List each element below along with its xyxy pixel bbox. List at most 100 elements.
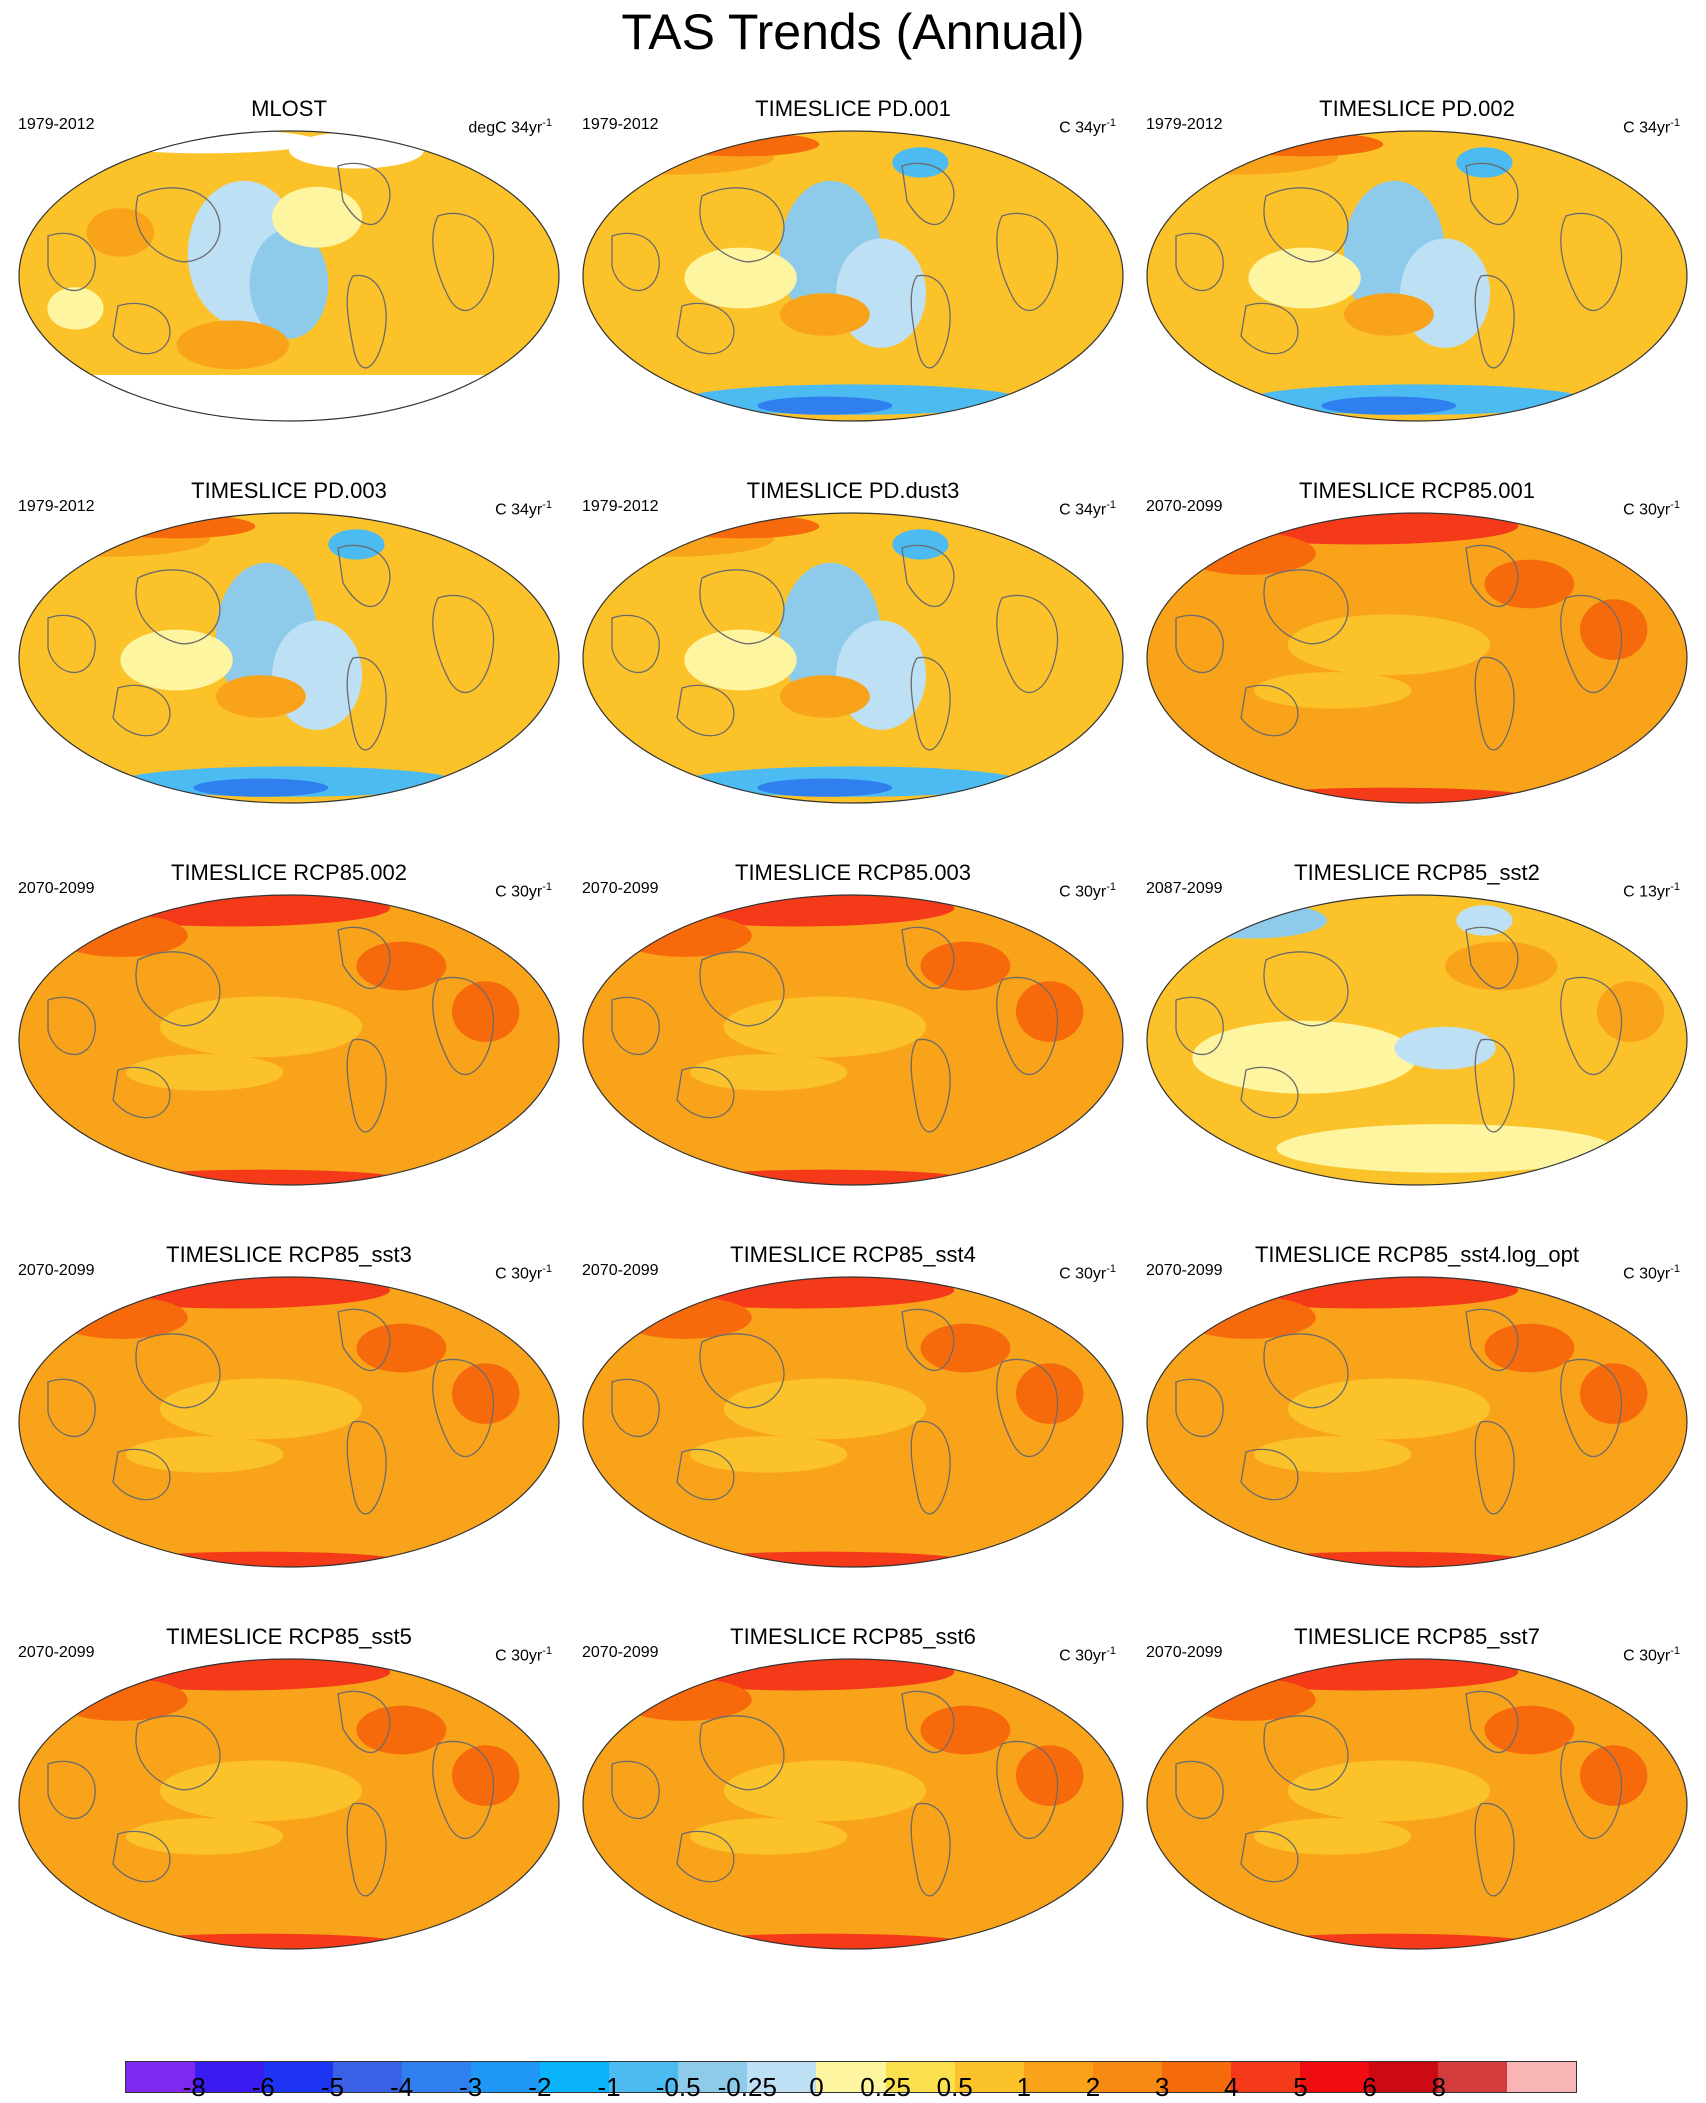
map-panel: MLOST 1979-2012 degC 34yr-1 [8, 96, 570, 436]
world-map [18, 1658, 560, 1950]
map-panel: TIMESLICE RCP85_sst4.log_opt 2070-2099 C 3… [1136, 1242, 1698, 1582]
panel-units: C 30yr-1 [495, 881, 552, 901]
map-panel: TIMESLICE RCP85_sst5 2070-2099 C 30yr-1 [8, 1624, 570, 1964]
panel-period: 2070-2099 [582, 880, 659, 897]
coastlines [1175, 544, 1623, 751]
trend-field [19, 1659, 559, 1949]
trend-field [1147, 1659, 1687, 1949]
panel-period: 2070-2099 [1146, 1262, 1223, 1279]
panel-units: degC 34yr-1 [468, 117, 552, 137]
panel-title: TIMESLICE RCP85_sst4 [730, 1242, 976, 1267]
panel-title: TIMESLICE RCP85.002 [171, 860, 407, 885]
colorbar-tick-label: -0.5 [655, 2072, 701, 2102]
panel-units: C 30yr-1 [1623, 1263, 1680, 1283]
colorbar-swatch [1506, 2062, 1576, 2092]
map-panel: TIMESLICE RCP85_sst2 2087-2099 C 13yr-1 [1136, 860, 1698, 1200]
panel-units: C 30yr-1 [1623, 499, 1680, 519]
panel-title: TIMESLICE RCP85_sst5 [166, 1624, 412, 1649]
colorbar-swatch [126, 2062, 196, 2092]
panel-period: 1979-2012 [582, 116, 659, 133]
map-boundary [1146, 130, 1688, 422]
trend-field [583, 1659, 1123, 1949]
map-boundary [18, 130, 560, 422]
panel-title: MLOST [251, 96, 327, 121]
map-panel: TIMESLICE RCP85.003 2070-2099 C 30yr-1 [572, 860, 1134, 1200]
coastlines [1175, 1308, 1623, 1515]
panel-units: C 30yr-1 [495, 1263, 552, 1283]
panel-units: C 30yr-1 [1059, 1645, 1116, 1665]
panel-period: 2070-2099 [18, 1262, 95, 1279]
colorbar-swatch [1368, 2062, 1438, 2092]
panel-period: 1979-2012 [582, 498, 659, 515]
trend-field [19, 131, 559, 421]
panel-period: 2070-2099 [582, 1644, 659, 1661]
panel-units: C 34yr-1 [495, 499, 552, 519]
colorbar-swatch [471, 2062, 541, 2092]
map-boundary [1146, 894, 1688, 1186]
map-panel: TIMESLICE RCP85_sst3 2070-2099 C 30yr-1 [8, 1242, 570, 1582]
coastlines [611, 1690, 1059, 1897]
colorbar-swatch [1230, 2062, 1300, 2092]
coastlines [47, 162, 495, 369]
trend-field [19, 513, 559, 803]
colorbar-tick-label: -5 [320, 2072, 344, 2102]
panel-units: C 13yr-1 [1623, 881, 1680, 901]
colorbar-tick-label: -1 [597, 2072, 621, 2102]
world-map [18, 1276, 560, 1568]
world-map [1146, 1276, 1688, 1568]
panel-period: 1979-2012 [1146, 116, 1223, 133]
panel-title: TIMESLICE RCP85_sst4.log_opt [1254, 1242, 1580, 1267]
world-map [18, 894, 560, 1186]
panel-title: TIMESLICE RCP85.003 [735, 860, 971, 885]
map-boundary [18, 1276, 560, 1568]
coastlines [47, 1308, 495, 1515]
coastlines [47, 926, 495, 1133]
coastlines [611, 1308, 1059, 1515]
world-map [1146, 1658, 1688, 1950]
colorbar-tick-label: 1 [1016, 2072, 1032, 2102]
colorbar-tick-label: 0 [809, 2072, 824, 2102]
figure-title: TAS Trends (Annual) [621, 4, 1085, 60]
trend-field [1147, 1277, 1687, 1567]
colorbar-swatch [609, 2062, 679, 2092]
map-panel: TIMESLICE RCP85_sst6 2070-2099 C 30yr-1 [572, 1624, 1134, 1964]
world-map [1146, 894, 1688, 1186]
panel-period: 2070-2099 [1146, 1644, 1223, 1661]
panel-period: 1979-2012 [18, 498, 95, 515]
map-boundary [18, 894, 560, 1186]
panel-title: TIMESLICE RCP85_sst7 [1294, 1624, 1540, 1649]
coastlines [47, 544, 495, 751]
world-map [582, 894, 1124, 1186]
map-panel: TIMESLICE PD.dust3 1979-2012 C 34yr-1 [572, 478, 1134, 818]
colorbar-tick-label: 0.25 [860, 2072, 911, 2102]
coastlines [1175, 162, 1623, 369]
colorbar-tick-label: 2 [1085, 2072, 1101, 2102]
panel-period: 2070-2099 [18, 1644, 95, 1661]
map-boundary [582, 1276, 1124, 1568]
panel-period: 2070-2099 [582, 1262, 659, 1279]
colorbar-tick-label: 6 [1362, 2072, 1377, 2102]
world-map [1146, 512, 1688, 804]
coastlines [611, 926, 1059, 1133]
colorbar-swatch [1299, 2062, 1369, 2092]
coastlines [611, 162, 1059, 369]
colorbar-tick-label: -4 [390, 2072, 414, 2102]
colorbar-tick-label: 8 [1431, 2072, 1446, 2102]
panel-units: C 34yr-1 [1623, 117, 1680, 137]
map-panel: TIMESLICE RCP85_sst7 2070-2099 C 30yr-1 [1136, 1624, 1698, 1964]
trend-field [1147, 131, 1687, 421]
trend-field [1147, 513, 1687, 803]
colorbar-tick-label: -8 [182, 2072, 206, 2102]
panel-units: C 30yr-1 [1059, 1263, 1116, 1283]
world-map [1146, 130, 1688, 422]
map-panel: TIMESLICE PD.003 1979-2012 C 34yr-1 [8, 478, 570, 818]
colorbar-swatch [816, 2062, 886, 2092]
colorbar-tick-label: -2 [528, 2072, 552, 2102]
panel-units: C 30yr-1 [1623, 1645, 1680, 1665]
panel-title: TIMESLICE PD.dust3 [746, 478, 960, 503]
map-boundary [582, 894, 1124, 1186]
map-panel: TIMESLICE PD.002 1979-2012 C 34yr-1 [1136, 96, 1698, 436]
colorbar-tick-label: 5 [1293, 2072, 1308, 2102]
panel-title: TIMESLICE RCP85_sst2 [1294, 860, 1540, 885]
colorbar-swatch [1437, 2062, 1507, 2092]
